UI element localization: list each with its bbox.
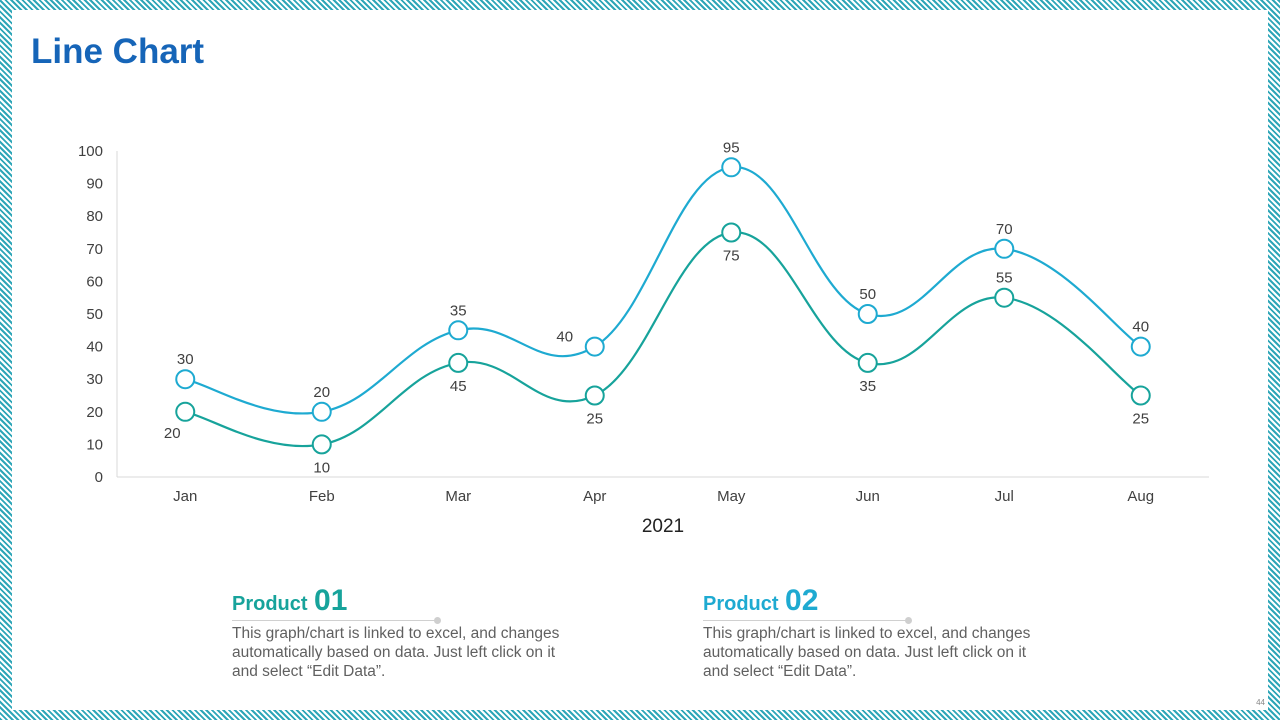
data-point xyxy=(175,369,196,390)
product-02-divider xyxy=(703,617,912,624)
line-chart: 0 10 20 30 40 50 60 70 80 90 100 Jan Feb Mar Apr May Jun… xyxy=(78,139,1209,537)
y-tick-label: 0 xyxy=(95,469,103,486)
x-axis-title: 2021 xyxy=(642,516,684,537)
data-point xyxy=(721,157,742,178)
data-label: 30 xyxy=(177,351,194,368)
product-02-heading: Product 02 xyxy=(703,584,1063,620)
data-label: 25 xyxy=(1132,411,1149,428)
data-point xyxy=(721,222,742,243)
data-label: 10 xyxy=(313,459,330,476)
x-tick-label: Jun xyxy=(856,488,880,505)
data-point xyxy=(994,238,1015,259)
product-01-block: Product 01 This graph/chart is linked to… xyxy=(232,584,592,681)
data-label: 20 xyxy=(313,384,330,401)
data-point xyxy=(311,401,332,422)
x-tick-label: Feb xyxy=(309,488,335,505)
data-point xyxy=(857,304,878,324)
y-tick-label: 20 xyxy=(86,404,103,421)
x-tick-label: Jan xyxy=(173,488,197,505)
data-point xyxy=(311,434,332,455)
y-tick-label: 10 xyxy=(86,436,103,453)
y-tick-label: 70 xyxy=(86,241,103,258)
data-point xyxy=(448,352,469,373)
data-label: 20 xyxy=(164,425,181,442)
product-02-word: Product xyxy=(703,593,779,615)
product-01-word: Product xyxy=(232,593,308,615)
y-tick-label: 50 xyxy=(86,306,103,323)
y-tick-label: 40 xyxy=(86,339,103,356)
product-01-divider xyxy=(232,617,441,624)
data-label: 25 xyxy=(586,411,603,428)
slide-title: Line Chart xyxy=(31,32,205,71)
data-label: 55 xyxy=(996,270,1013,287)
data-label: 50 xyxy=(859,286,876,303)
data-point xyxy=(857,352,878,373)
data-point xyxy=(994,287,1015,308)
data-label: 45 xyxy=(450,378,467,395)
product-02-number: 02 xyxy=(785,584,819,617)
x-tick-label: Aug xyxy=(1127,488,1154,505)
x-tick-label: Jul xyxy=(995,488,1014,505)
series-line-2 xyxy=(184,231,1142,448)
divider-dot xyxy=(434,617,441,624)
data-point xyxy=(584,336,605,357)
y-tick-label: 100 xyxy=(78,143,103,160)
y-tick-label: 80 xyxy=(86,208,103,225)
page-number: 44 xyxy=(1256,698,1265,707)
data-label: 40 xyxy=(556,329,573,346)
data-label: 40 xyxy=(1132,319,1149,336)
product-01-description: This graph/chart is linked to excel, and… xyxy=(232,625,560,680)
x-tick-label: Apr xyxy=(583,488,606,505)
product-02-description: This graph/chart is linked to excel, and… xyxy=(703,625,1031,680)
product-01-heading: Product 01 xyxy=(232,584,592,620)
y-tick-label: 30 xyxy=(86,371,103,388)
series-line-1 xyxy=(184,166,1142,415)
divider-dot xyxy=(905,617,912,624)
product-02-block: Product 02 This graph/chart is linked to… xyxy=(703,584,1063,681)
x-tick-label: May xyxy=(717,488,746,505)
data-point xyxy=(175,401,196,422)
data-label: 95 xyxy=(723,139,740,156)
data-point xyxy=(584,385,605,406)
data-label: 70 xyxy=(996,221,1013,238)
data-label: 35 xyxy=(859,378,876,395)
y-tick-label: 90 xyxy=(86,176,103,193)
data-label: 35 xyxy=(450,302,467,319)
data-point xyxy=(1130,385,1151,406)
data-point xyxy=(1130,336,1151,357)
product-01-number: 01 xyxy=(314,584,348,617)
x-tick-label: Mar xyxy=(445,488,471,505)
y-tick-label: 60 xyxy=(86,273,103,290)
data-label: 75 xyxy=(723,248,740,265)
slide: Line Chart 0 10 20 30 40 50 60 70 80 90 100 Jan Feb M… xyxy=(12,10,1268,710)
data-point xyxy=(448,320,469,341)
